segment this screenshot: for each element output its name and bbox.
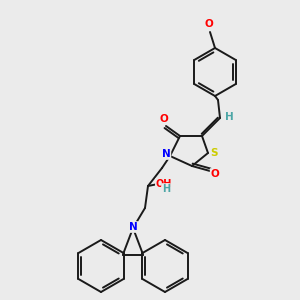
Text: S: S <box>210 148 218 158</box>
Text: N: N <box>162 149 170 159</box>
Text: O: O <box>205 19 213 29</box>
Text: H: H <box>162 184 170 194</box>
Text: H: H <box>225 112 233 122</box>
Text: O: O <box>211 169 219 179</box>
Text: O: O <box>160 114 168 124</box>
Text: N: N <box>129 222 137 232</box>
Text: OH: OH <box>156 179 172 189</box>
